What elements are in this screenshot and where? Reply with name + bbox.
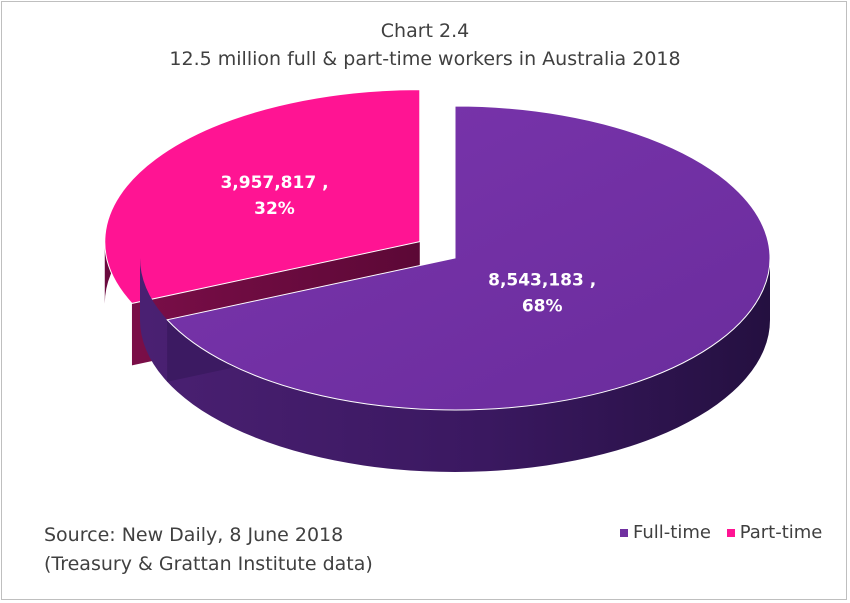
legend-item-full-time: Full-time [620,522,711,543]
data-label-part-time-value: 3,957,817 , [220,173,328,193]
chart-subtitle: 12.5 million full & part-time workers in… [169,48,681,70]
data-label-full-time-value: 8,543,183 , [488,270,596,290]
legend-label-full-time: Full-time [633,522,711,543]
source-note: Source: New Daily, 8 June 2018 (Treasury… [44,521,373,579]
part-time-slice [104,89,421,304]
legend-swatch-part-time [726,529,735,537]
full-time-slice [166,105,771,411]
legend: Full-time Part-time [610,522,822,543]
source-line-2: (Treasury & Grattan Institute data) [44,553,373,575]
legend-swatch-full-time [620,529,628,537]
data-label-part-time-percent: 32% [254,199,295,219]
legend-item-part-time: Part-time [726,522,823,543]
data-label-full-time-percent: 68% [522,296,563,316]
full-time-slice-rim [140,258,770,472]
source-line-1: Source: New Daily, 8 June 2018 [44,524,344,546]
legend-label-part-time: Part-time [739,522,823,543]
chart-title: Chart 2.4 [380,20,470,42]
